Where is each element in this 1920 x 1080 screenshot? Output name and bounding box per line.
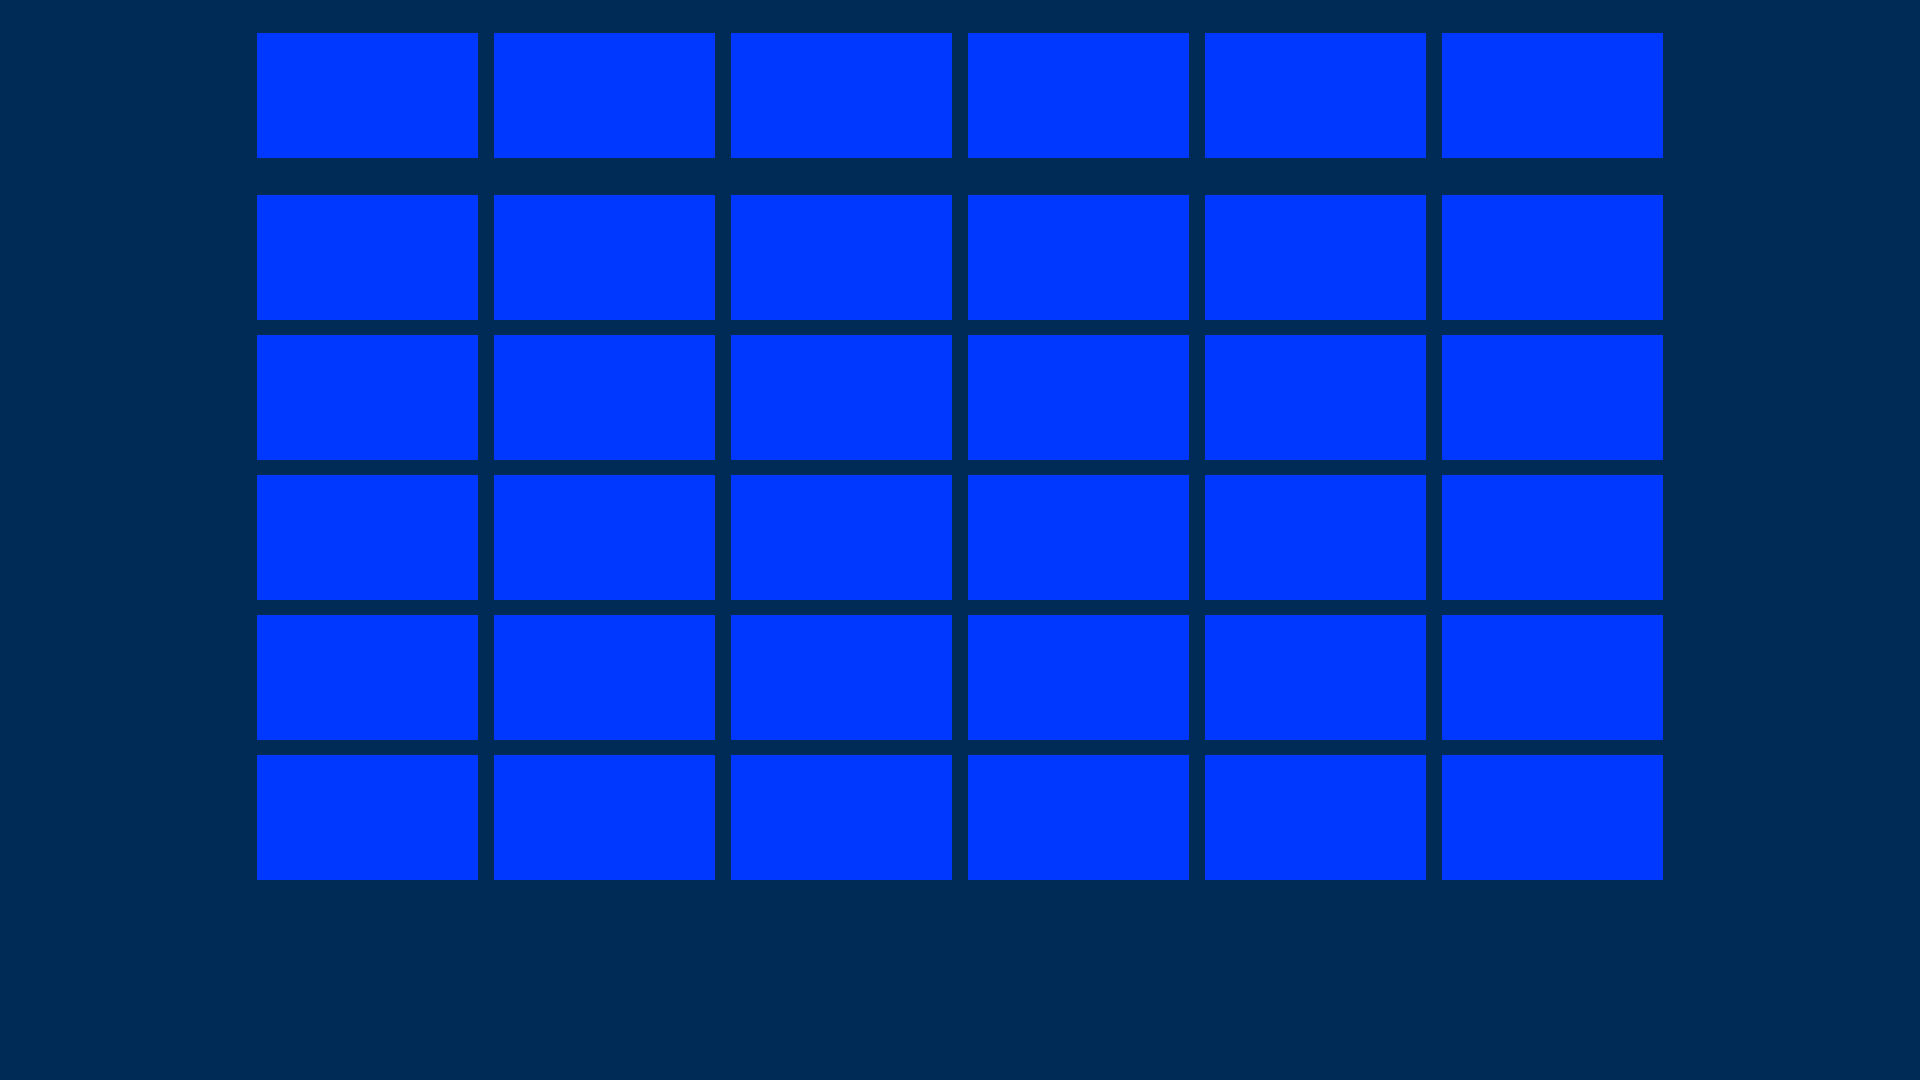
clue-row: [257, 755, 1663, 880]
clue-tile[interactable]: [968, 615, 1189, 740]
clue-tile[interactable]: [731, 335, 952, 460]
category-tile: [968, 33, 1189, 158]
clue-tile[interactable]: [1205, 475, 1426, 600]
clue-tile[interactable]: [1442, 335, 1663, 460]
clue-tile[interactable]: [1442, 755, 1663, 880]
category-tile: [1205, 33, 1426, 158]
clue-tile[interactable]: [494, 475, 715, 600]
clue-tile[interactable]: [257, 755, 478, 880]
clue-tile[interactable]: [257, 335, 478, 460]
clue-tile[interactable]: [494, 195, 715, 320]
clue-tile[interactable]: [1442, 195, 1663, 320]
clue-tile[interactable]: [731, 475, 952, 600]
clue-tile[interactable]: [257, 475, 478, 600]
category-tile: [731, 33, 952, 158]
clue-row: [257, 195, 1663, 320]
clue-tile[interactable]: [494, 335, 715, 460]
category-tile: [1442, 33, 1663, 158]
clue-tile[interactable]: [1442, 615, 1663, 740]
category-row: [257, 33, 1663, 158]
clue-tile[interactable]: [731, 615, 952, 740]
clue-row: [257, 615, 1663, 740]
clue-row: [257, 475, 1663, 600]
clue-tile[interactable]: [494, 755, 715, 880]
clue-tile[interactable]: [731, 755, 952, 880]
clue-tile[interactable]: [968, 195, 1189, 320]
clue-tile[interactable]: [494, 615, 715, 740]
clue-tile[interactable]: [1205, 755, 1426, 880]
category-tile: [257, 33, 478, 158]
clue-tile[interactable]: [1205, 335, 1426, 460]
clue-tile[interactable]: [968, 755, 1189, 880]
clue-tile[interactable]: [1205, 615, 1426, 740]
clue-tile[interactable]: [1442, 475, 1663, 600]
clue-tile[interactable]: [968, 335, 1189, 460]
clue-tile[interactable]: [1205, 195, 1426, 320]
clue-tile[interactable]: [257, 195, 478, 320]
clue-tile[interactable]: [731, 195, 952, 320]
clue-tile[interactable]: [257, 615, 478, 740]
clue-row: [257, 335, 1663, 460]
clue-tile[interactable]: [968, 475, 1189, 600]
category-tile: [494, 33, 715, 158]
